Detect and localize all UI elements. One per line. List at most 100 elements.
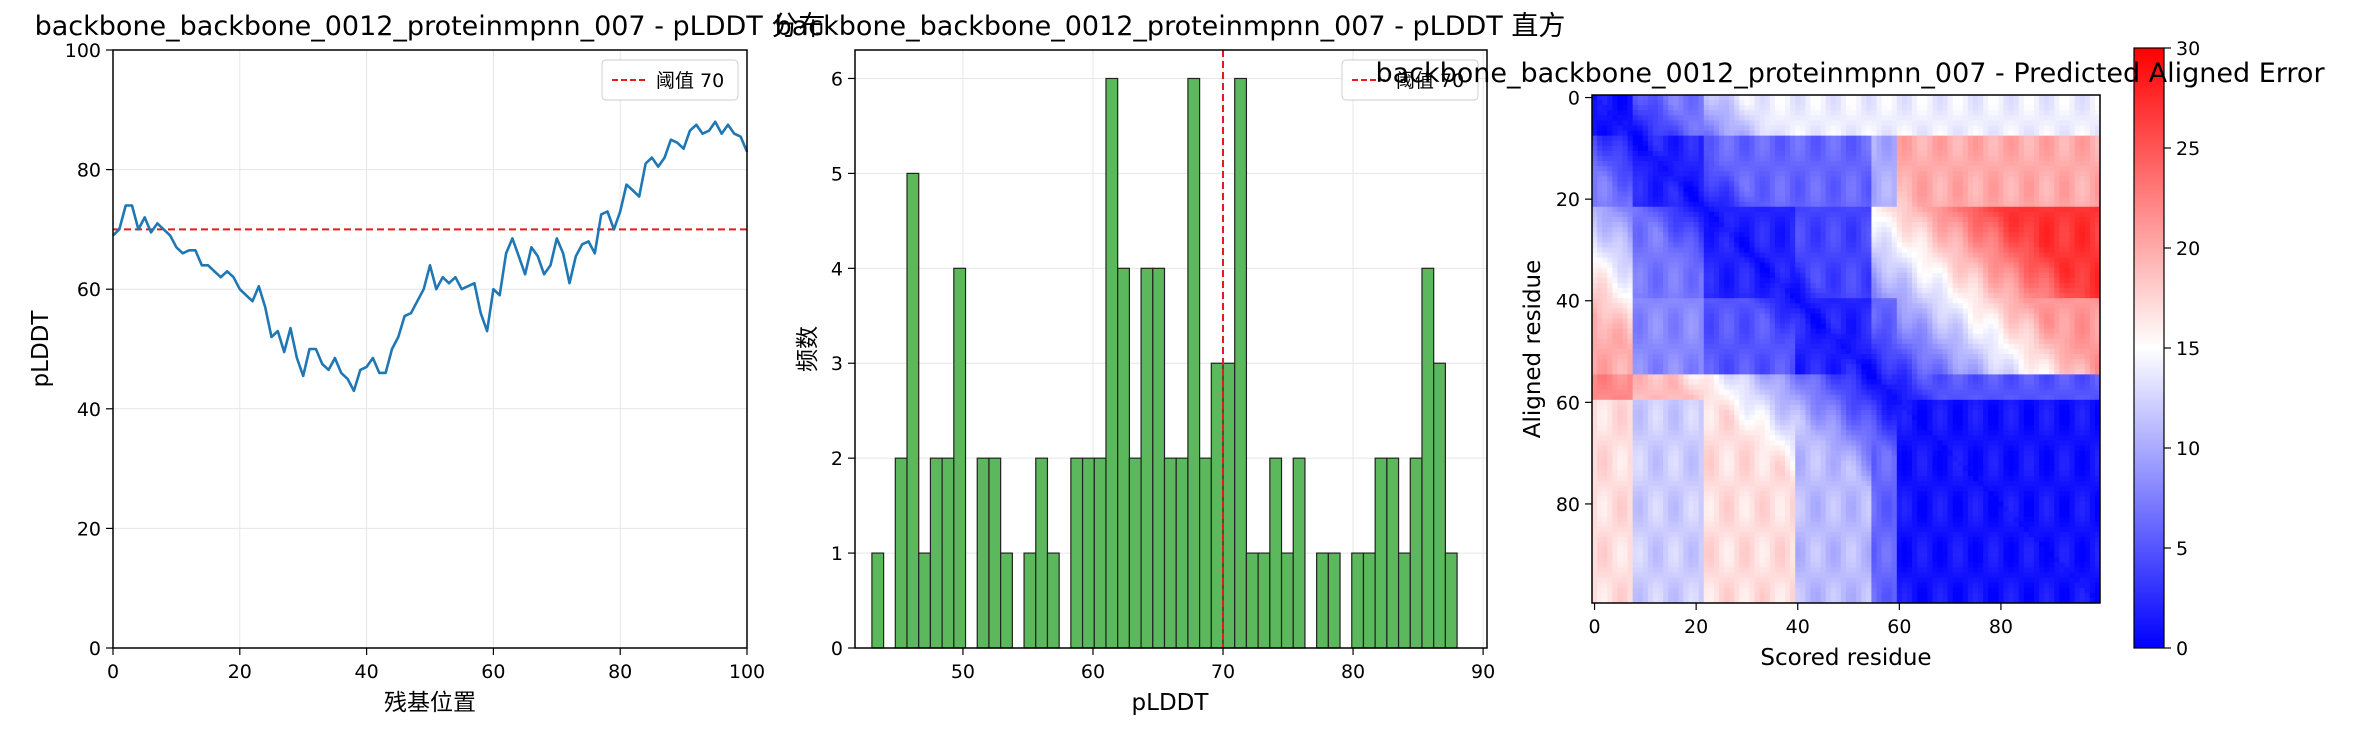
heatmap-cell (1663, 267, 1669, 274)
heatmap-cell (1790, 100, 1796, 106)
heatmap-cell (1749, 206, 1755, 213)
heatmap-cell (1876, 150, 1882, 157)
heatmap-cell (1983, 95, 1989, 101)
heatmap-cell (1673, 181, 1679, 187)
heatmap-cell (1683, 135, 1689, 142)
heatmap-cell (1815, 201, 1821, 208)
heatmap-cell (2054, 262, 2060, 269)
heatmap-cell (1688, 191, 1694, 197)
histogram-bar (1351, 552, 1365, 649)
heatmap-cell (1998, 277, 2004, 284)
heatmap-cell (1622, 115, 1628, 121)
heatmap-cell (1937, 100, 1943, 106)
heatmap-cell (1658, 318, 1664, 324)
heatmap-cell (1983, 282, 1989, 289)
heatmap-cell (1866, 115, 1872, 121)
heatmap-cell (1627, 262, 1634, 269)
heatmap-cell (2059, 125, 2065, 131)
heatmap-cell (1713, 267, 1720, 274)
heatmap-cell (1612, 308, 1618, 314)
heatmap-cell (2079, 323, 2086, 330)
heatmap-cell (1896, 222, 1903, 228)
heatmap-cell (2039, 115, 2045, 121)
heatmap-cell (1647, 100, 1654, 106)
heatmap-cell (1683, 338, 1689, 345)
heatmap-cell (1678, 155, 1684, 162)
heatmap-cell (2084, 282, 2091, 289)
heatmap-cell (1779, 222, 1786, 228)
heatmap-cell (1617, 150, 1623, 157)
heatmap-cell (1866, 100, 1872, 106)
heatmap-cell (1622, 186, 1628, 192)
heatmap-cell (1652, 140, 1659, 147)
heatmap-cell (1607, 171, 1613, 177)
heatmap-cell (2023, 166, 2030, 172)
heatmap-cell (1607, 282, 1613, 289)
heatmap-cell (1876, 186, 1882, 192)
heatmap-cell (1698, 308, 1705, 314)
heatmap-cell (1978, 282, 1984, 289)
heatmap-cell (1693, 293, 1700, 299)
heatmap-cell (1952, 130, 1959, 137)
heatmap-cell (2074, 206, 2081, 213)
heatmap-cell (1886, 186, 1893, 192)
heatmap-cell (1658, 120, 1664, 126)
heatmap-cell (1708, 110, 1715, 116)
heatmap-cell (1764, 150, 1771, 157)
heatmap-cell (1663, 277, 1669, 284)
heatmap-cell (1744, 120, 1750, 126)
heatmap-cell (1724, 313, 1730, 319)
heatmap-cell (1942, 227, 1948, 233)
heatmap-cell (1678, 247, 1684, 253)
heatmap-cell (1597, 282, 1603, 289)
heatmap-cell (1632, 115, 1639, 121)
heatmap-cell (1952, 155, 1959, 162)
heatmap-cell (1779, 206, 1786, 213)
heatmap-cell (1632, 333, 1639, 340)
heatmap-cell (1597, 105, 1603, 111)
heatmap-cell (1642, 318, 1649, 324)
heatmap-cell (1861, 105, 1867, 111)
heatmap-cell (1993, 257, 1999, 264)
heatmap-cell (1790, 313, 1796, 319)
heatmap-cell (1607, 303, 1613, 309)
heatmap-cell (1957, 323, 1964, 330)
heatmap-cell (1688, 105, 1694, 111)
heatmap-cell (1774, 161, 1781, 167)
heatmap-cell (1642, 313, 1649, 319)
heatmap-cell (1607, 262, 1613, 269)
heatmap-cell (1835, 140, 1842, 147)
heatmap-cell (1663, 318, 1669, 324)
heatmap-cell (1973, 293, 1979, 299)
heatmap-cell (1764, 155, 1771, 162)
heatmap-cell (1871, 298, 1877, 304)
heatmap-cell (1932, 125, 1938, 131)
heatmap-cell (1647, 242, 1654, 248)
heatmap-cell (2033, 161, 2040, 167)
heatmap-cell (1861, 242, 1867, 248)
heatmap-cell (1627, 318, 1634, 324)
heatmap-cell (1663, 135, 1669, 142)
heatmap-cell (1886, 227, 1893, 233)
heatmap-cell (2089, 206, 2096, 213)
heatmap-cell (2074, 201, 2081, 208)
heatmap-cell (1779, 196, 1786, 203)
heatmap-cell (2008, 262, 2015, 269)
heatmap-cell (1800, 186, 1806, 192)
heatmap-cell (1820, 110, 1827, 116)
plddt-histogram-legend: 阈值 70 (1341, 59, 1479, 101)
heatmap-cell (1820, 237, 1827, 243)
heatmap-cell (1724, 216, 1730, 223)
heatmap-cell (1942, 186, 1948, 192)
heatmap-cell (1861, 135, 1867, 142)
heatmap-cell (1729, 150, 1735, 157)
heatmap-cell (1785, 237, 1791, 243)
heatmap-cell (2094, 257, 2101, 264)
heatmap-cell (1901, 257, 1908, 264)
heatmap-cell (1993, 288, 1999, 294)
heatmap-cell (2033, 145, 2040, 152)
heatmap-cell (1652, 323, 1659, 330)
heatmap-cell (2023, 196, 2030, 203)
heatmap-cell (1993, 323, 1999, 330)
heatmap-cell (1759, 252, 1766, 258)
